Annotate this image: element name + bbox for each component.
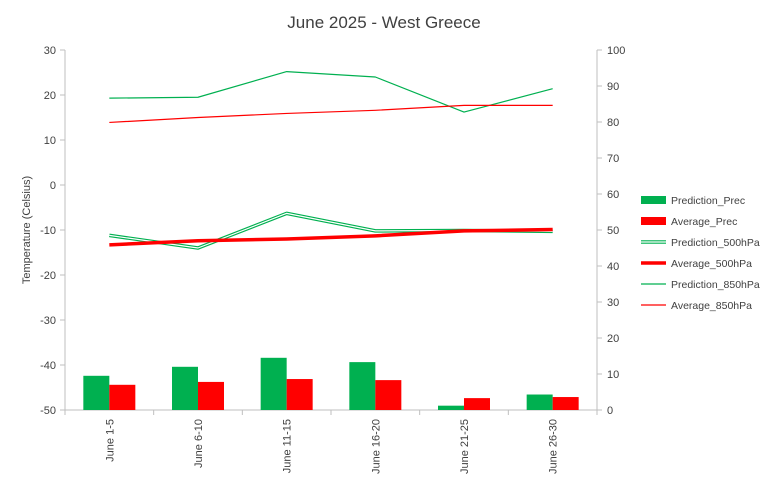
bar-prediction_prec bbox=[260, 357, 287, 410]
right-tick-label: 30 bbox=[607, 297, 619, 309]
left-tick-label: -20 bbox=[40, 270, 56, 282]
right-tick-label: 100 bbox=[607, 45, 625, 57]
legend-label-average_850hpa: Average_850hPa bbox=[671, 300, 752, 312]
plot-area: 3020100-10-20-30-40-50100908070605040302… bbox=[40, 45, 625, 474]
legend-label-prediction_prec: Prediction_Prec bbox=[671, 195, 745, 207]
x-tick-label: June 6-10 bbox=[193, 419, 205, 468]
left-tick-label: -50 bbox=[40, 405, 56, 417]
right-tick-label: 50 bbox=[607, 225, 619, 237]
bar-prediction_prec bbox=[172, 366, 198, 410]
left-tick-label: -10 bbox=[40, 225, 56, 237]
bar-prediction_prec bbox=[83, 375, 110, 410]
bar-average_prec bbox=[286, 379, 313, 410]
right-tick-label: 90 bbox=[607, 81, 619, 93]
right-tick-label: 70 bbox=[607, 153, 619, 165]
bar-prediction_prec bbox=[526, 394, 553, 410]
legend-swatch-average_prec bbox=[641, 217, 666, 225]
x-tick-label: June 16-20 bbox=[370, 419, 382, 474]
bar-average_prec bbox=[109, 384, 136, 410]
x-tick-label: June 11-15 bbox=[282, 419, 294, 473]
legend-label-prediction_500hpa: Prediction_500hPa bbox=[671, 237, 760, 249]
x-tick-label: June 1-5 bbox=[104, 419, 116, 462]
right-tick-label: 20 bbox=[607, 333, 619, 345]
left-axis-title: Temperature (Celsius) bbox=[21, 176, 33, 284]
left-tick-label: 10 bbox=[44, 135, 56, 147]
line-average_850hpa bbox=[109, 104, 553, 124]
x-tick-label: June 26-30 bbox=[548, 419, 560, 474]
bar-prediction_prec bbox=[438, 405, 464, 410]
bar-average_prec bbox=[198, 381, 224, 410]
legend-label-average_500hpa: Average_500hPa bbox=[671, 258, 752, 270]
legend-label-prediction_850hpa: Prediction_850hPa bbox=[671, 279, 760, 291]
bar-average_prec bbox=[464, 398, 490, 410]
right-tick-label: 40 bbox=[607, 261, 619, 273]
left-tick-label: 30 bbox=[44, 45, 56, 57]
right-tick-label: 80 bbox=[607, 117, 619, 129]
bar-average_prec bbox=[552, 397, 579, 410]
bar-average_prec bbox=[375, 380, 402, 410]
right-tick-label: 60 bbox=[607, 189, 619, 201]
legend: Prediction_Prec Average_Prec Prediction_50… bbox=[641, 195, 760, 312]
line-prediction_850hpa bbox=[109, 70, 553, 113]
line-average_500hpa bbox=[109, 227, 553, 247]
left-tick-label: 20 bbox=[44, 90, 56, 102]
legend-swatch-prediction_prec bbox=[641, 196, 666, 204]
bar-prediction_prec bbox=[349, 362, 376, 410]
chart-title: June 2025 - West Greece bbox=[287, 13, 480, 32]
right-tick-label: 10 bbox=[607, 369, 619, 381]
x-tick-label: June 21-25 bbox=[459, 419, 471, 474]
left-tick-label: 0 bbox=[50, 180, 56, 192]
right-tick-label: 0 bbox=[607, 405, 613, 417]
left-tick-label: -30 bbox=[40, 315, 56, 327]
legend-label-average_prec: Average_Prec bbox=[671, 216, 737, 228]
left-tick-label: -40 bbox=[40, 360, 56, 372]
